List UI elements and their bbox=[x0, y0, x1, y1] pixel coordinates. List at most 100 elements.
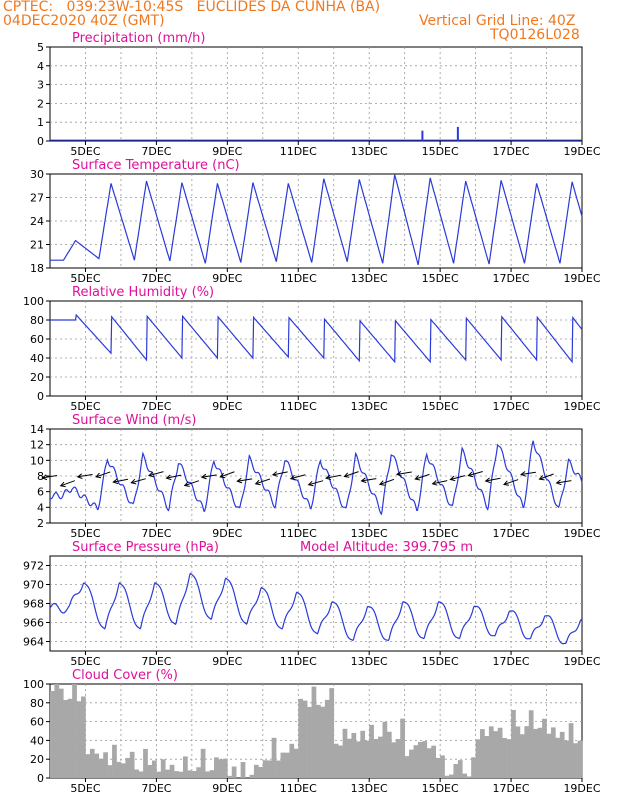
x-tick-label-pres: 9DEC bbox=[212, 655, 242, 668]
cloud-bar bbox=[409, 749, 414, 778]
cloud-bar bbox=[116, 761, 122, 778]
cloud-bar bbox=[480, 729, 485, 778]
cloud-bar bbox=[378, 736, 383, 778]
cloud-bar bbox=[422, 741, 428, 778]
cloud-bar bbox=[524, 726, 530, 778]
wind-arrow-head bbox=[130, 478, 137, 485]
y-tick-label-wind: 6 bbox=[37, 486, 44, 499]
x-tick-label-precip: 19DEC bbox=[563, 145, 600, 158]
x-tick-label-rh: 5DEC bbox=[70, 400, 100, 413]
x-tick-label-temp: 11DEC bbox=[280, 272, 317, 285]
y-tick-label-rh: 80 bbox=[30, 314, 44, 327]
x-tick-label-wind: 11DEC bbox=[280, 527, 317, 540]
y-tick-label-cloud: 100 bbox=[23, 678, 44, 691]
cloud-bar bbox=[253, 764, 259, 778]
panel-title-cloud: Cloud Cover (%) bbox=[72, 668, 178, 683]
cloud-bar bbox=[537, 727, 543, 778]
x-tick-label-cloud: 19DEC bbox=[563, 782, 600, 795]
y-tick-label-temp: 24 bbox=[30, 215, 44, 228]
panel-title-rh: Relative Humidity (%) bbox=[72, 285, 214, 300]
wind-arrow-head bbox=[467, 471, 474, 478]
cloud-bar bbox=[129, 751, 135, 778]
cloud-bar bbox=[324, 699, 330, 778]
cloud-bar bbox=[218, 759, 224, 778]
cloud-bar bbox=[187, 770, 193, 778]
cloud-bar bbox=[169, 764, 175, 778]
y-tick-label-pres: 968 bbox=[23, 598, 44, 611]
cloud-bar bbox=[258, 767, 264, 778]
x-tick-label-rh: 13DEC bbox=[351, 400, 388, 413]
wind-arrow-head bbox=[112, 478, 119, 485]
panel-title-precip: Precipitation (mm/h) bbox=[72, 31, 205, 46]
wind-arrow-shaft bbox=[361, 478, 377, 482]
cloud-bar bbox=[546, 733, 552, 778]
x-tick-label-temp: 15DEC bbox=[422, 272, 459, 285]
cloud-bar bbox=[54, 684, 60, 778]
y-tick-label-wind: 14 bbox=[30, 423, 44, 436]
y-tick-label-rh: 60 bbox=[30, 333, 44, 346]
wind-arrow-head bbox=[219, 472, 226, 479]
wind-arrow-head bbox=[503, 480, 509, 486]
wind-arrow-shaft bbox=[450, 475, 466, 480]
wind-arrow-shaft bbox=[503, 479, 519, 485]
cloud-bar bbox=[449, 774, 454, 778]
cloud-bar bbox=[373, 738, 379, 778]
cloud-bar bbox=[417, 741, 423, 778]
y-tick-label-pres: 970 bbox=[23, 579, 44, 592]
cloud-bar bbox=[76, 701, 82, 778]
cloud-bar bbox=[231, 766, 237, 778]
wind-arrow-shaft bbox=[220, 471, 235, 478]
x-tick-label-wind: 9DEC bbox=[212, 527, 242, 540]
y-tick-label-wind: 10 bbox=[30, 454, 44, 467]
cloud-bar bbox=[151, 760, 157, 778]
wind-arrow-shaft bbox=[201, 474, 217, 478]
x-tick-label-pres: 17DEC bbox=[493, 655, 530, 668]
cloud-bar bbox=[457, 760, 463, 778]
x-tick-label-rh: 19DEC bbox=[563, 400, 600, 413]
wind-arrow-head bbox=[520, 471, 526, 477]
cloud-bar bbox=[555, 737, 561, 778]
cloud-bar bbox=[276, 760, 281, 778]
cloud-bar bbox=[550, 727, 556, 778]
x-tick-label-cloud: 11DEC bbox=[280, 782, 317, 795]
wind-arrow-shaft bbox=[237, 478, 253, 482]
wind-arrow-shaft bbox=[95, 471, 111, 478]
x-tick-label-rh: 15DEC bbox=[422, 400, 459, 413]
wind-arrow-head bbox=[254, 479, 261, 486]
cloud-bar bbox=[400, 718, 405, 778]
cloud-bar bbox=[329, 688, 335, 778]
run-date: 04DEC2020 40Z (GMT) bbox=[3, 13, 165, 29]
x-tick-label-pres: 7DEC bbox=[141, 655, 171, 668]
cloud-bar bbox=[347, 738, 352, 778]
y-tick-label-rh: 40 bbox=[30, 352, 44, 365]
x-tick-label-precip: 15DEC bbox=[422, 145, 459, 158]
x-tick-label-temp: 9DEC bbox=[212, 272, 242, 285]
x-tick-label-pres: 19DEC bbox=[563, 655, 600, 668]
x-tick-label-cloud: 5DEC bbox=[70, 782, 100, 795]
wind-arrow-shaft bbox=[539, 473, 554, 480]
wind-arrow-shaft bbox=[131, 478, 146, 484]
x-tick-label-pres: 11DEC bbox=[280, 655, 317, 668]
y-tick-label-precip: 4 bbox=[37, 60, 44, 73]
cloud-bar bbox=[511, 709, 516, 778]
cloud-bar bbox=[50, 691, 55, 778]
cloud-bar bbox=[475, 739, 481, 778]
x-tick-label-cloud: 15DEC bbox=[422, 782, 459, 795]
y-tick-label-pres: 972 bbox=[23, 560, 44, 573]
wind-arrow-head bbox=[147, 471, 155, 478]
cloud-bar bbox=[307, 706, 312, 778]
x-tick-label-wind: 19DEC bbox=[563, 527, 600, 540]
cloud-bar bbox=[178, 771, 184, 778]
cloud-bar bbox=[103, 752, 108, 778]
x-tick-label-wind: 15DEC bbox=[422, 527, 459, 540]
rh-series bbox=[50, 313, 583, 364]
wind-arrow-head bbox=[59, 481, 66, 488]
y-tick-label-precip: 0 bbox=[37, 135, 44, 148]
wind-arrow-shaft bbox=[255, 478, 271, 485]
wind-arrow-shaft bbox=[308, 480, 324, 486]
panel-frame-precip bbox=[49, 46, 583, 142]
y-tick-label-wind: 12 bbox=[30, 439, 44, 452]
wind-arrow-head bbox=[395, 471, 402, 477]
wind-arrow-head bbox=[76, 473, 83, 479]
cloud-bar bbox=[98, 758, 104, 778]
